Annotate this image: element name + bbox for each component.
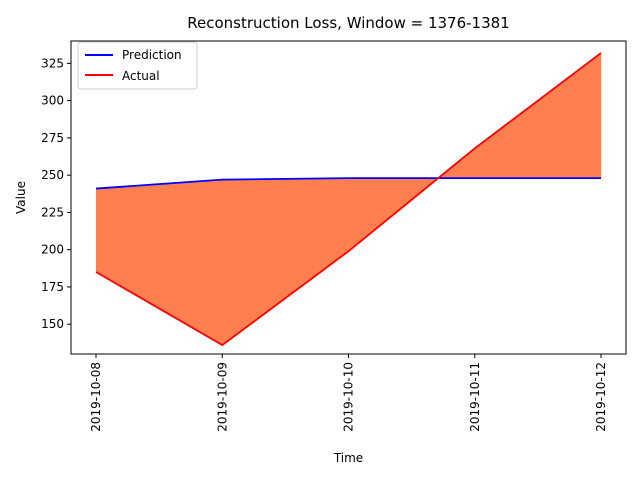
x-tick-label: 2019-10-10: [342, 362, 356, 432]
legend-label-prediction: Prediction: [122, 48, 182, 62]
x-tick-label: 2019-10-11: [468, 362, 482, 432]
x-axis-ticks: 2019-10-08 2019-10-09 2019-10-10 2019-10-11…: [89, 354, 608, 432]
y-tick-label: 300: [41, 94, 64, 108]
x-tick-label: 2019-10-08: [89, 362, 103, 432]
y-tick-label: 250: [41, 168, 64, 182]
x-tick-label: 2019-10-12: [594, 362, 608, 432]
y-axis-ticks: 150 175 200 225 250 275 300 325: [41, 56, 71, 331]
series-lines: [95, 52, 602, 347]
y-axis-label: Value: [14, 181, 28, 214]
chart-title: Reconstruction Loss, Window = 1376-1381: [187, 14, 509, 32]
legend: Prediction Actual: [77, 41, 198, 90]
x-axis-label: Time: [333, 451, 363, 465]
y-tick-label: 200: [41, 243, 64, 257]
legend-label-actual: Actual: [122, 69, 160, 83]
fill-between-region: [96, 52, 601, 346]
legend-box: [77, 41, 198, 90]
x-tick-label: 2019-10-09: [215, 362, 229, 432]
y-tick-label: 225: [41, 205, 64, 219]
series-line-prediction: [95, 177, 601, 190]
y-tick-label: 175: [41, 280, 64, 294]
y-tick-label: 150: [41, 317, 64, 331]
error-fill-area: [96, 52, 601, 346]
y-tick-label: 275: [41, 131, 64, 145]
series-line-actual: [95, 52, 602, 347]
y-tick-label: 325: [41, 56, 64, 70]
